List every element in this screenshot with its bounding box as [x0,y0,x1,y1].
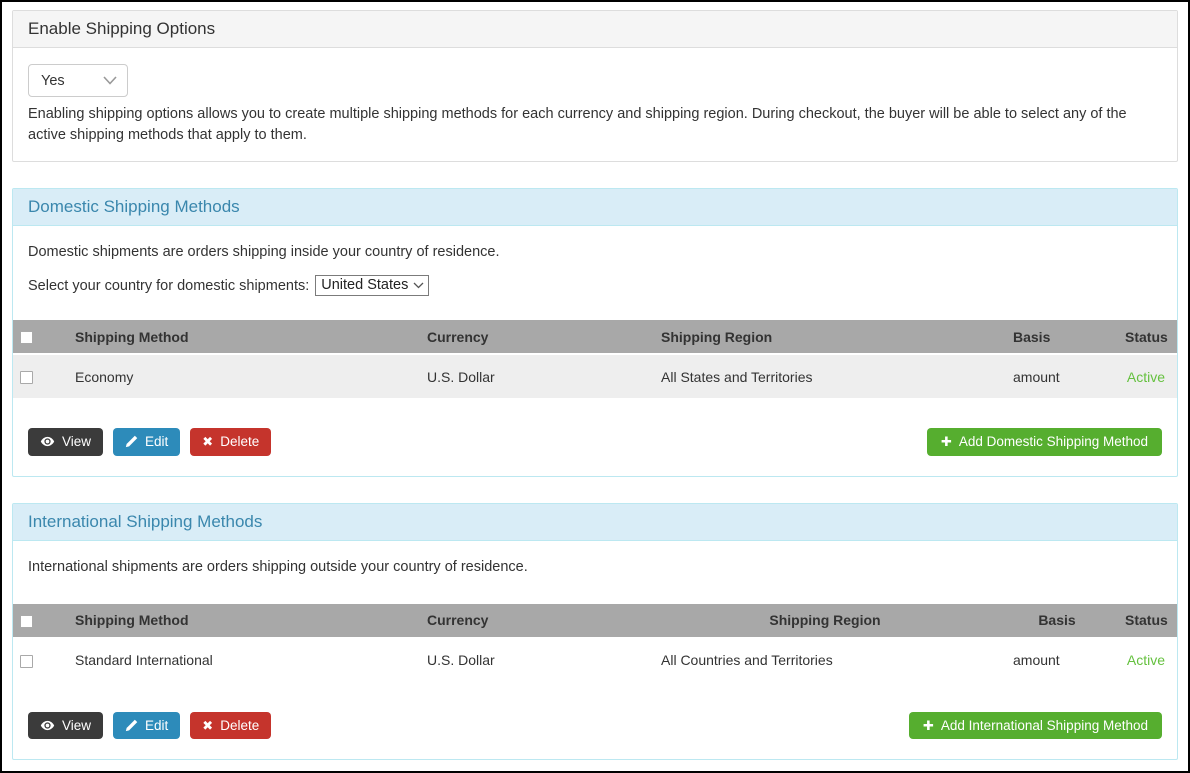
domestic-header-status: Status [1113,320,1177,355]
international-row-status-badge: Active [1126,652,1165,668]
international-header-currency: Currency [415,603,649,639]
eye-icon [40,436,55,447]
international-row-basis: amount [1013,652,1060,668]
international-panel-body: International shipments are orders shipp… [13,541,1177,578]
international-edit-label: Edit [145,717,169,733]
plus-icon: ✚ [940,434,952,450]
domestic-select-all-checkbox[interactable] [20,331,33,345]
domestic-methods-table: Shipping Method Currency Shipping Region… [13,320,1177,398]
x-icon: ✖ [202,434,214,450]
domestic-view-button[interactable]: View [28,428,104,456]
domestic-panel-body: Domestic shipments are orders shipping i… [13,226,1177,296]
chevron-down-icon [413,282,424,289]
international-shipping-panel-title: International Shipping Methods [13,503,1177,541]
international-edit-button[interactable]: Edit [113,711,181,739]
international-intro-text: International shipments are orders shipp… [28,558,528,575]
domestic-row-checkbox[interactable] [20,371,33,385]
domestic-country-select-value: United States [321,277,409,293]
domestic-delete-label: Delete [220,434,260,449]
enable-shipping-description: Enabling shipping options allows you to … [28,106,1127,143]
eye-icon [40,720,55,731]
domestic-country-line: Select your country for domestic shipmen… [28,275,1162,296]
pencil-icon [125,435,138,448]
international-row-method: Standard International [75,652,213,668]
add-domestic-label: Add Domestic Shipping Method [958,434,1148,449]
domestic-shipping-panel-title: Domestic Shipping Methods [13,189,1177,226]
pencil-icon [125,719,138,732]
international-shipping-panel: International Shipping Methods Internati… [12,502,1178,760]
domestic-country-label: Select your country for domestic shipmen… [28,277,310,294]
international-row-currency: U.S. Dollar [427,652,495,668]
domestic-row-region: All States and Territories [661,368,813,385]
international-header-shipping-method: Shipping Method [63,603,415,639]
domestic-table-header-row: Shipping Method Currency Shipping Region… [13,320,1177,355]
enable-shipping-panel: Enable Shipping Options Yes Enabling shi… [12,10,1178,162]
plus-icon: ✚ [922,717,934,733]
add-international-shipping-method-button[interactable]: ✚ Add International Shipping Method [908,711,1162,739]
international-delete-button[interactable]: ✖ Delete [190,711,272,739]
enable-shipping-select-value: Yes [41,72,65,89]
international-view-button[interactable]: View [28,711,104,739]
domestic-country-select[interactable]: United States [315,275,430,296]
domestic-actions-row: View Edit ✖ Delete ✚ Add Domestic Shippi… [13,398,1177,476]
domestic-edit-button[interactable]: Edit [113,428,181,456]
enable-shipping-panel-title: Enable Shipping Options [13,11,1177,48]
add-domestic-shipping-method-button[interactable]: ✚ Add Domestic Shipping Method [926,428,1162,456]
international-view-label: View [62,717,92,733]
international-methods-table: Shipping Method Currency Shipping Region… [13,603,1177,682]
domestic-edit-label: Edit [145,434,169,449]
international-header-basis: Basis [1001,603,1113,639]
international-row-region: All Countries and Territories [661,652,833,668]
domestic-row-basis: amount [1013,368,1060,385]
international-delete-label: Delete [220,717,260,733]
domestic-header-currency: Currency [415,320,649,355]
international-row-checkbox[interactable] [20,654,33,668]
add-international-label: Add International Shipping Method [940,717,1148,733]
domestic-header-shipping-region: Shipping Region [649,320,1001,355]
chevron-down-icon [103,76,117,85]
domestic-table-row[interactable]: Economy U.S. Dollar All States and Terri… [13,354,1177,398]
international-header-shipping-region: Shipping Region [649,603,1001,639]
enable-shipping-select[interactable]: Yes [28,64,128,97]
domestic-header-basis: Basis [1001,320,1113,355]
domestic-row-currency: U.S. Dollar [427,368,495,385]
enable-shipping-panel-body: Yes Enabling shipping options allows you… [13,48,1177,161]
domestic-delete-button[interactable]: ✖ Delete [190,428,272,456]
domestic-header-shipping-method: Shipping Method [63,320,415,355]
international-select-all-checkbox[interactable] [20,614,33,628]
domestic-shipping-panel: Domestic Shipping Methods Domestic shipm… [12,188,1178,477]
domestic-row-status-badge: Active [1126,368,1165,385]
domestic-view-label: View [62,434,92,449]
international-table-header-row: Shipping Method Currency Shipping Region… [13,603,1177,639]
international-header-status: Status [1113,603,1177,639]
x-icon: ✖ [202,717,214,733]
international-table-row[interactable]: Standard International U.S. Dollar All C… [13,637,1177,682]
domestic-row-method: Economy [75,368,134,385]
domestic-intro-text: Domestic shipments are orders shipping i… [28,244,500,260]
international-actions-row: View Edit ✖ Delete ✚ Add International S… [13,682,1177,760]
